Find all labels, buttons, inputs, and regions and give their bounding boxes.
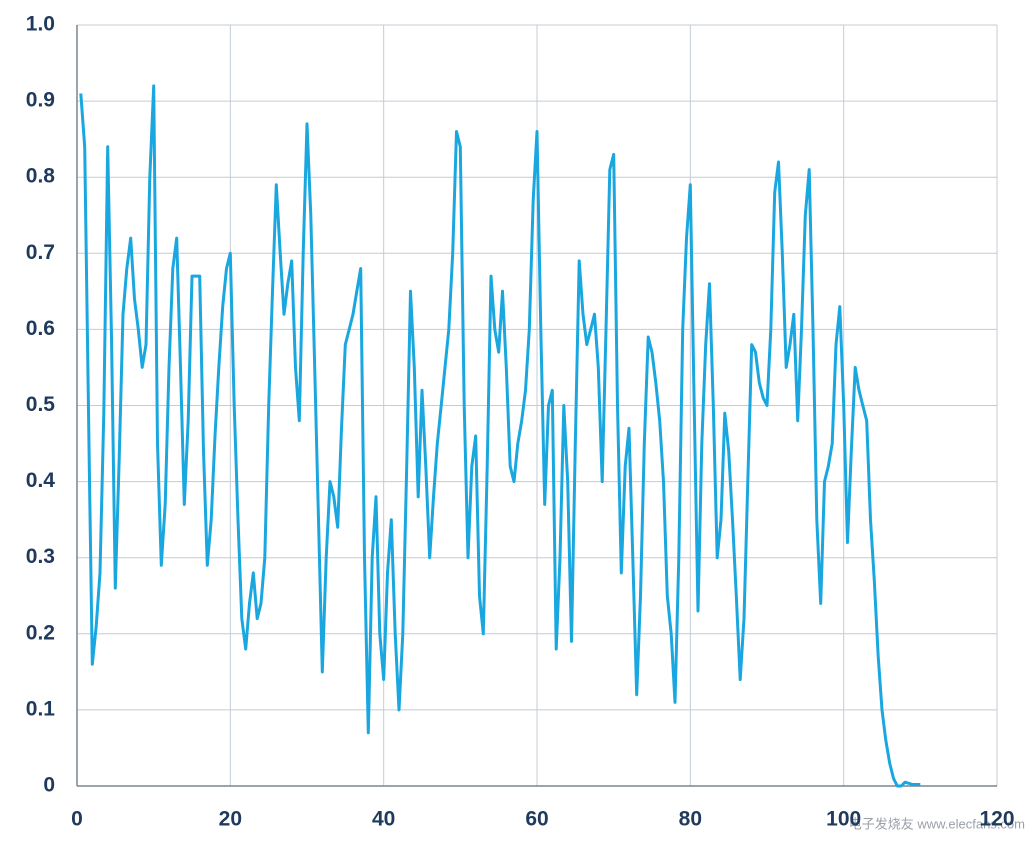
- data-line: [79, 84, 921, 788]
- x-tick-label: 120: [979, 808, 1014, 831]
- y-tick-label: 0.9: [26, 89, 55, 112]
- y-tick-label: 0.8: [26, 165, 56, 188]
- y-tick-label: 0.7: [26, 241, 55, 264]
- y-tick-label: 0.1: [26, 697, 56, 720]
- x-tick-label: 60: [525, 808, 548, 831]
- y-tick-label: 0.5: [26, 393, 56, 416]
- x-tick-label: 20: [219, 808, 242, 831]
- x-tick-label: 0: [71, 808, 83, 831]
- y-tick-label: 0: [43, 774, 55, 797]
- watermark: 电子发烧友 www.elecfans.com: [849, 816, 1025, 831]
- y-tick-label: 0.2: [26, 621, 55, 644]
- x-tick-label: 100: [826, 808, 861, 831]
- y-tick-label: 1.0: [26, 13, 55, 36]
- x-tick-label: 80: [679, 808, 702, 831]
- x-tick-label: 40: [372, 808, 395, 831]
- y-tick-label: 0.3: [26, 545, 55, 568]
- y-tick-label: 0.4: [26, 469, 56, 492]
- y-tick-label: 0.6: [26, 317, 55, 340]
